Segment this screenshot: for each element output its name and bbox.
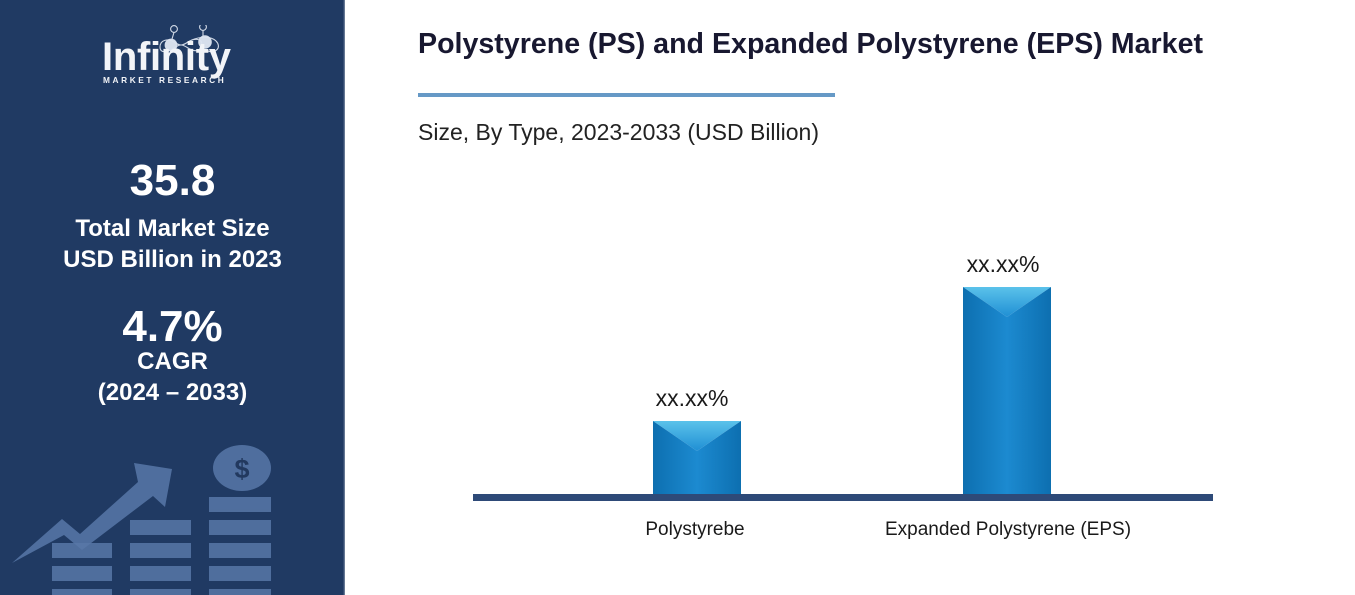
svg-text:$: $ — [234, 454, 249, 484]
svg-text:MARKET RESEARCH: MARKET RESEARCH — [103, 75, 226, 85]
svg-text:Infinity: Infinity — [102, 35, 232, 79]
